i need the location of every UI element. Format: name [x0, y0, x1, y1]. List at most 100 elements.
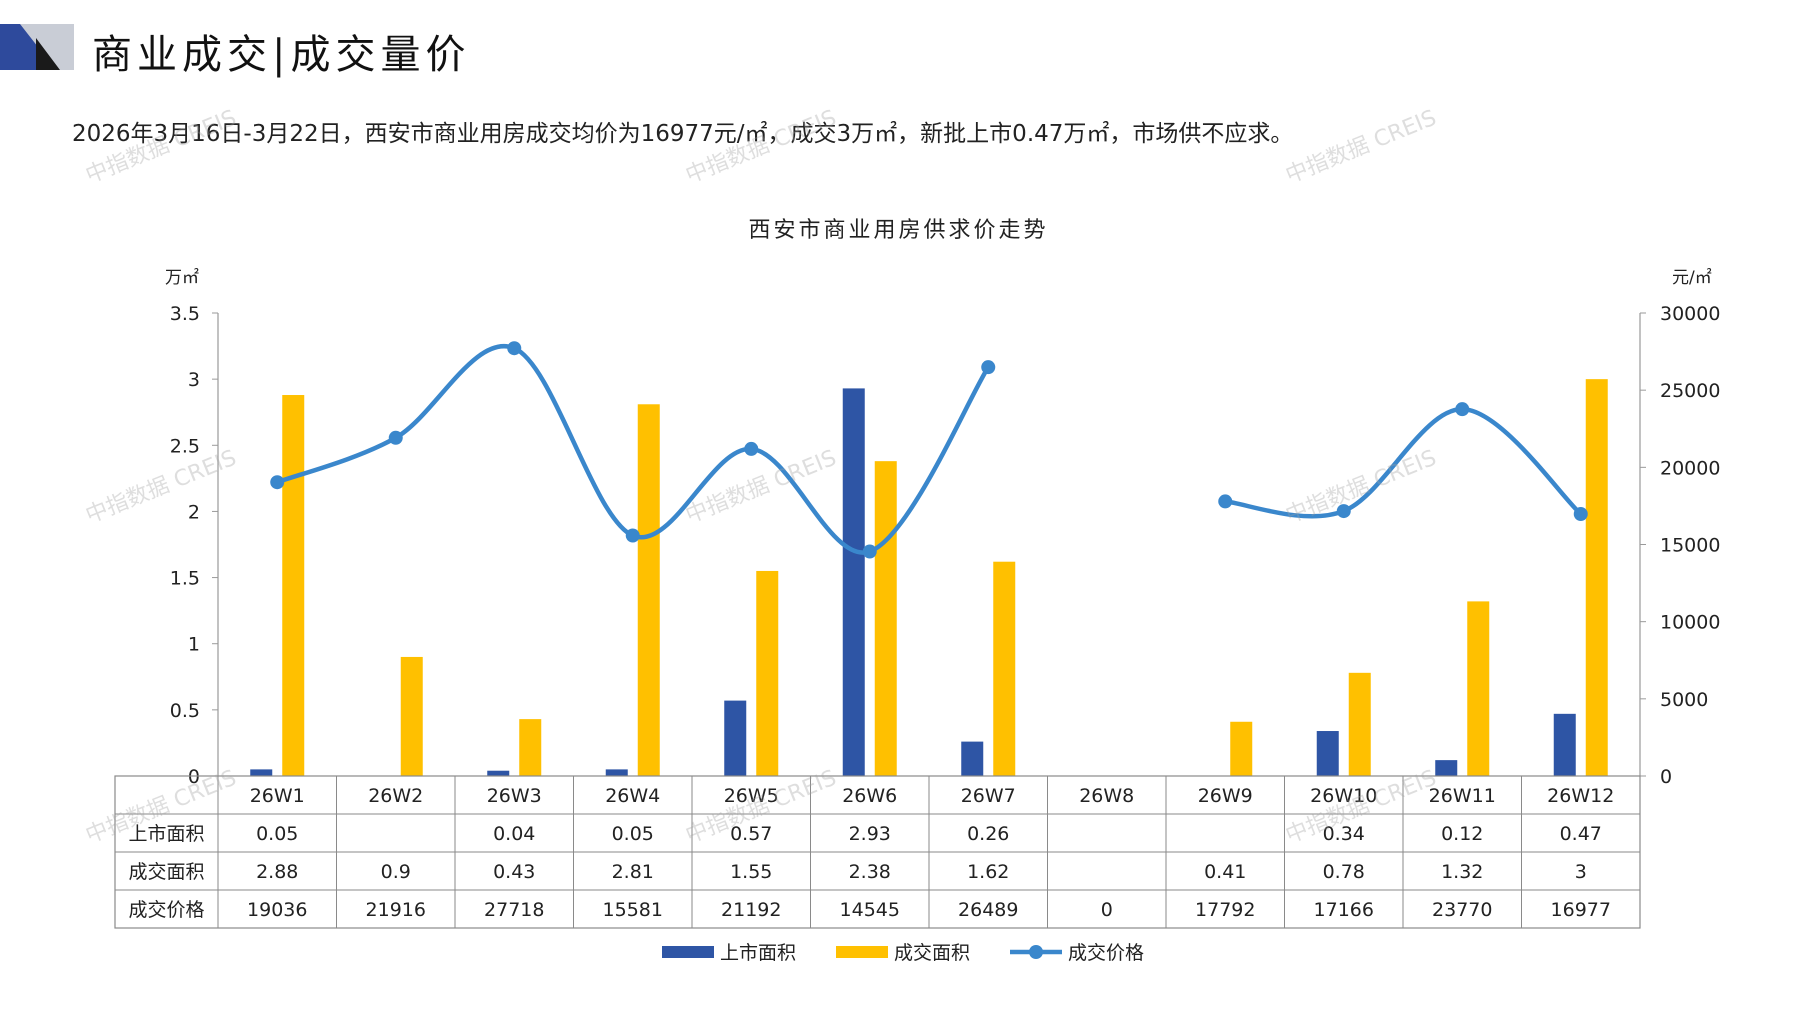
category-label: 26W6: [842, 785, 897, 807]
data-table-cell: 2.81: [612, 861, 654, 883]
deal-area-bar: [1230, 721, 1253, 776]
deal-area-bar: [1348, 672, 1371, 776]
deal-area-bar: [1585, 379, 1608, 776]
right-axis-tick-label: 0: [1660, 766, 1672, 788]
data-table-cell: 0.78: [1323, 861, 1365, 883]
right-axis-tick-label: 30000: [1660, 303, 1720, 325]
left-axis-tick-label: 2.5: [170, 435, 200, 457]
price-point: [270, 475, 285, 490]
price-point: [1218, 494, 1233, 509]
data-table-cell: 0.43: [493, 861, 535, 883]
category-label: 26W1: [250, 785, 305, 807]
category-label: 26W3: [487, 785, 542, 807]
data-table-cell: 3: [1575, 861, 1587, 883]
left-axis-unit-label: 万㎡: [165, 268, 199, 288]
legend-label-supply: 上市面积: [720, 942, 796, 964]
category-label: 26W5: [724, 785, 779, 807]
data-table-cell: 21916: [366, 899, 426, 921]
left-axis-tick-label: 1: [188, 634, 200, 656]
brand-logo-icon: [0, 24, 74, 70]
data-table-cell: 0.47: [1560, 823, 1602, 845]
left-axis-tick-label: 0: [188, 766, 200, 788]
category-label: 26W12: [1547, 785, 1614, 807]
category-label: 26W8: [1079, 785, 1134, 807]
deal-area-bar: [1467, 601, 1490, 776]
data-table-cell: 0.05: [256, 823, 298, 845]
legend-swatch-price-point: [1029, 945, 1043, 959]
page-title: 商业成交|成交量价: [92, 32, 471, 78]
data-table-cell: 0.05: [612, 823, 654, 845]
data-table-cell: 1.62: [967, 861, 1009, 883]
category-label: 26W9: [1198, 785, 1253, 807]
category-label: 26W7: [961, 785, 1016, 807]
deal-area-bar: [756, 570, 779, 776]
data-table-cell: 27718: [484, 899, 544, 921]
price-point: [388, 430, 403, 445]
category-label: 26W4: [605, 785, 660, 807]
data-table-cell: 15581: [603, 899, 663, 921]
left-axis-tick-label: 3.5: [170, 303, 200, 325]
data-table-cell: 0.12: [1441, 823, 1483, 845]
price-point: [1573, 506, 1588, 521]
data-table-cell: 26489: [958, 899, 1018, 921]
deal-area-bar: [519, 719, 542, 776]
data-table-cell: 1.55: [730, 861, 772, 883]
price-point: [1455, 402, 1470, 417]
data-table-cell: 1.32: [1441, 861, 1483, 883]
price-point: [981, 360, 996, 375]
legend-label-price: 成交价格: [1068, 942, 1144, 964]
right-axis-tick-label: 25000: [1660, 380, 1720, 402]
data-table-cell: 17166: [1314, 899, 1374, 921]
data-table-row-label: 上市面积: [128, 823, 204, 845]
deal-area-bar: [993, 561, 1016, 776]
right-axis-tick-label: 5000: [1660, 689, 1708, 711]
summary-text: 2026年3月16日-3月22日，西安市商业用房成交均价为16977元/㎡，成交…: [72, 121, 1294, 147]
supply-area-bar: [605, 769, 628, 776]
supply-area-bar: [1435, 760, 1458, 776]
category-label: 26W10: [1310, 785, 1377, 807]
supply-area-bar: [1316, 731, 1339, 776]
price-point: [625, 528, 640, 543]
data-table-cell: 23770: [1432, 899, 1492, 921]
data-table-cell: 2.93: [849, 823, 891, 845]
deal-area-bar: [282, 395, 305, 776]
data-table-cell: 0.9: [381, 861, 411, 883]
right-axis-unit-label: 元/㎡: [1672, 268, 1712, 288]
right-axis-tick-label: 15000: [1660, 535, 1720, 557]
data-table-cell: 14545: [840, 899, 900, 921]
left-axis-tick-label: 0.5: [170, 700, 200, 722]
data-table-cell: 0.41: [1204, 861, 1246, 883]
data-table-cell: 0.26: [967, 823, 1009, 845]
data-table-cell: 17792: [1195, 899, 1255, 921]
price-point: [507, 341, 522, 356]
data-table-row-label: 成交面积: [128, 861, 204, 883]
left-axis-tick-label: 2: [188, 501, 200, 523]
supply-area-bar: [487, 770, 510, 776]
supply-area-bar: [1553, 713, 1576, 776]
deal-area-bar: [874, 461, 897, 776]
price-point: [744, 441, 759, 456]
left-axis-tick-label: 3: [188, 369, 200, 391]
legend-swatch-supply: [662, 946, 714, 958]
data-table-cell: 0.57: [730, 823, 772, 845]
data-table-cell: 0.04: [493, 823, 535, 845]
legend-label-deal-area: 成交面积: [894, 942, 970, 964]
supply-area-bar: [724, 700, 747, 776]
left-axis-tick-label: 1.5: [170, 568, 200, 590]
supply-area-bar: [961, 741, 984, 776]
data-table-cell: 19036: [247, 899, 307, 921]
data-table-cell: 16977: [1551, 899, 1611, 921]
category-label: 26W11: [1429, 785, 1496, 807]
supply-area-bar: [842, 388, 865, 776]
deal-area-bar: [637, 404, 660, 776]
data-table-cell: 21192: [721, 899, 781, 921]
price-line: [1224, 406, 1583, 519]
data-table-cell: 0.34: [1323, 823, 1365, 845]
price-point: [862, 544, 877, 559]
legend-swatch-deal-area: [836, 946, 888, 958]
price-point: [1336, 504, 1351, 519]
data-table-row-label: 成交价格: [128, 899, 204, 921]
chart-title: 西安市商业用房供求价走势: [748, 218, 1049, 243]
right-axis-tick-label: 20000: [1660, 457, 1720, 479]
